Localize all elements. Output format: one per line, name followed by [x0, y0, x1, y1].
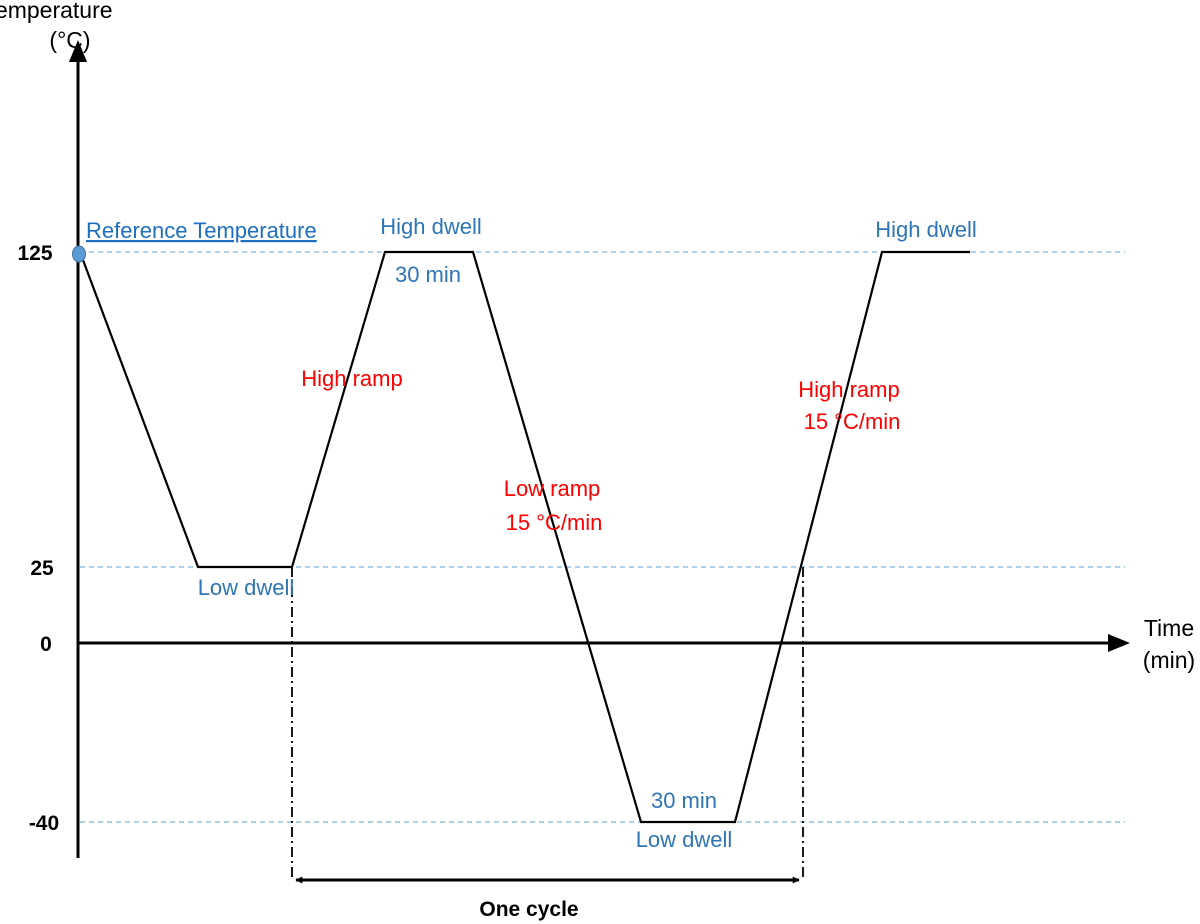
reference-point [72, 245, 86, 263]
y-axis-arrowhead [69, 40, 87, 62]
tick-label-neg40: -40 [29, 812, 59, 835]
x-axis-title-line1: Time [1144, 615, 1194, 641]
y-axis-title-line2: (°C) [49, 27, 90, 53]
one-cycle-label: One cycle [479, 898, 578, 921]
high-ramp-label-1: High ramp [301, 366, 402, 391]
y-axis-title-line1: Temperature [0, 0, 113, 23]
low-dwell-label-1: Low dwell [198, 575, 295, 600]
low-dwell-label-2: Low dwell [636, 827, 733, 852]
low-ramp-label: Low ramp [504, 476, 601, 501]
low-ramp-rate-label: 15 °C/min [506, 510, 603, 535]
x-axis-title-line2: (min) [1143, 647, 1195, 673]
tick-label-25: 25 [30, 557, 54, 580]
high-ramp-label-2: High ramp [798, 377, 899, 402]
high-dwell-time-label-1: 30 min [395, 262, 461, 287]
high-dwell-label-2: High dwell [875, 217, 977, 242]
reference-temperature-label: Reference Temperature [86, 218, 317, 243]
tick-label-0: 0 [40, 633, 52, 656]
low-dwell-time-label-2: 30 min [651, 788, 717, 813]
x-axis-arrowhead [1108, 634, 1130, 652]
tick-label-125: 125 [17, 242, 52, 265]
high-dwell-label-1: High dwell [380, 214, 482, 239]
high-ramp-rate-label-2: 15 °C/min [804, 409, 901, 434]
temperature-profile [78, 250, 970, 824]
